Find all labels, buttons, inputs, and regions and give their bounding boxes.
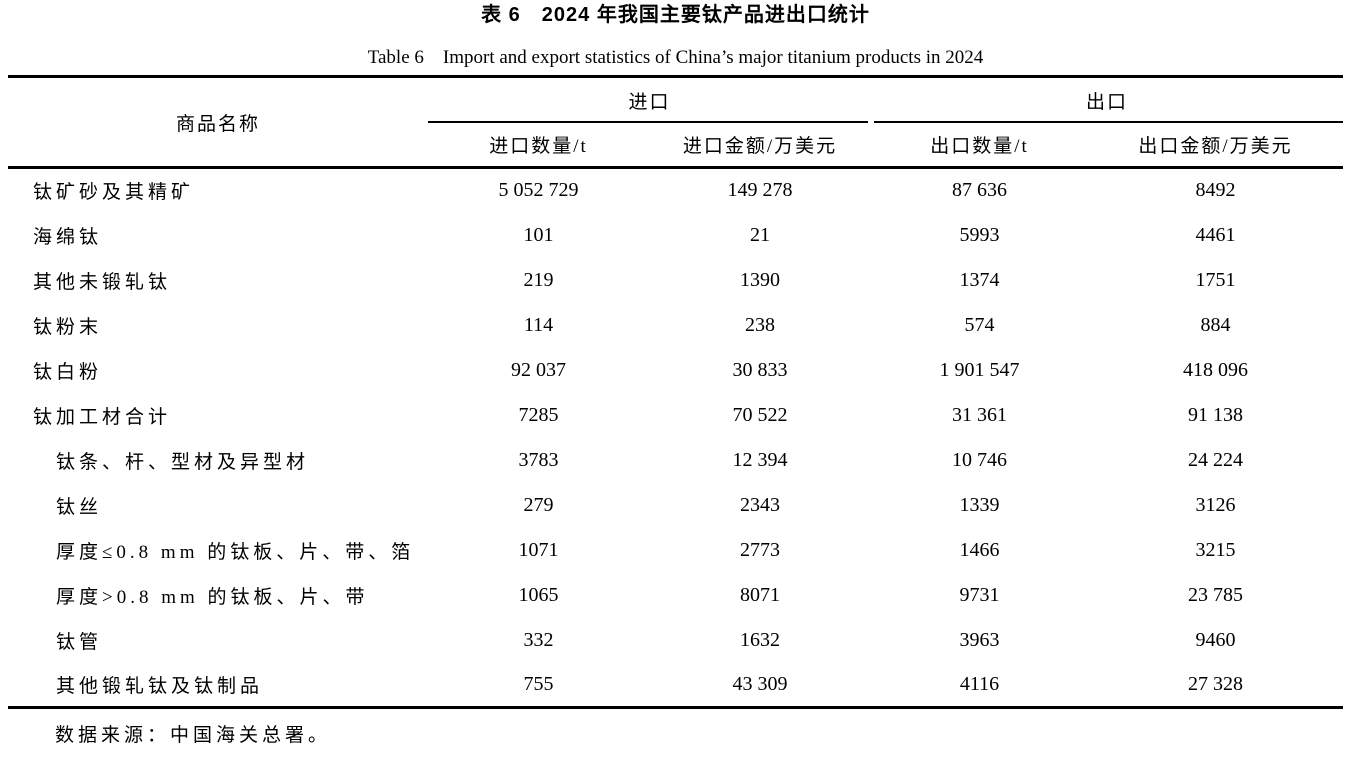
product-name-cell: 其他未锻轧钛	[33, 271, 172, 293]
product-name-cell: 其他锻轧钛及钛制品	[56, 675, 264, 697]
export-value-cell: 24 224	[1188, 448, 1244, 471]
table-row: 钛条、杆、型材及异型材 3783 12 394 10 746 24 224	[8, 438, 1343, 483]
header-group-export: 出口	[871, 77, 1344, 123]
table-row: 海绵钛 101 21 5993 4461	[8, 213, 1343, 258]
product-name-cell: 钛管	[56, 631, 103, 653]
import-value-cell: 70 522	[732, 403, 788, 426]
import-qty-cell: 1071	[518, 538, 559, 561]
export-qty-cell: 9731	[959, 583, 1000, 606]
product-name-cell: 钛白粉	[33, 361, 103, 383]
product-name-cell: 厚度>0.8 mm 的钛板、片、带	[56, 586, 369, 608]
table-row: 钛白粉 92 037 30 833 1 901 547 418 096	[8, 348, 1343, 393]
import-qty-cell: 755	[523, 672, 554, 695]
header-product-name: 商品名称	[8, 76, 428, 169]
export-qty-cell: 1466	[959, 538, 1000, 561]
import-qty-cell: 5 052 729	[498, 179, 579, 202]
import-export-table: 商品名称 进口 出口 进口数量/t 进口金额/万美元 出口数量/t 出口金额/万…	[8, 75, 1344, 709]
header-group-import-label: 进口	[628, 92, 671, 113]
import-qty-cell: 332	[523, 628, 554, 651]
import-group-rule	[428, 121, 869, 123]
product-name-cell: 海绵钛	[33, 226, 103, 248]
product-name-cell: 钛丝	[56, 496, 103, 518]
product-name-cell: 厚度≤0.8 mm 的钛板、片、带、箔	[56, 541, 415, 563]
import-qty-cell: 7285	[518, 403, 559, 426]
import-value-cell: 2773	[740, 538, 780, 561]
export-qty-cell: 1 901 547	[939, 358, 1020, 381]
export-value-cell: 3215	[1195, 538, 1236, 561]
product-name-cell: 钛粉末	[33, 316, 103, 338]
import-qty-cell: 219	[523, 268, 554, 291]
source-note: 数据来源：中国海关总署。	[55, 725, 332, 746]
import-qty-cell: 3783	[518, 448, 559, 471]
product-name-cell: 钛条、杆、型材及异型材	[56, 451, 310, 473]
import-value-cell: 1632	[740, 628, 780, 651]
table-row: 厚度>0.8 mm 的钛板、片、带 1065 8071 9731 23 785	[8, 573, 1343, 618]
export-value-cell: 8492	[1195, 179, 1236, 202]
header-export-value: 出口金额/万美元	[1088, 123, 1344, 169]
table-row: 钛丝 279 2343 1339 3126	[8, 483, 1343, 528]
export-value-cell: 27 328	[1188, 672, 1244, 695]
export-value-cell: 4461	[1195, 223, 1236, 246]
table-row: 钛粉末 114 238 574 884	[8, 303, 1343, 348]
header-group-row: 商品名称 进口 出口	[8, 76, 1344, 169]
product-name-cell: 钛加工材合计	[33, 406, 172, 428]
table-row: 其他锻轧钛及钛制品 755 43 309 4116 27 328	[8, 663, 1343, 708]
export-value-cell: 23 785	[1188, 583, 1244, 606]
product-name-cell: 钛矿砂及其精矿	[33, 182, 195, 204]
export-value-cell: 1751	[1195, 268, 1236, 291]
import-value-cell: 238	[745, 313, 775, 336]
import-value-cell: 43 309	[732, 672, 788, 695]
export-qty-cell: 3963	[959, 628, 1000, 651]
header-group-export-label: 出口	[1086, 92, 1129, 113]
table-row: 钛矿砂及其精矿 5 052 729 149 278 87 636 8492	[8, 168, 1343, 213]
export-qty-cell: 4116	[959, 672, 1000, 695]
export-value-cell: 884	[1200, 313, 1231, 336]
table-row: 钛管 332 1632 3963 9460	[8, 618, 1343, 663]
export-qty-cell: 1374	[959, 268, 1000, 291]
header-export-qty: 出口数量/t	[871, 123, 1089, 169]
export-qty-cell: 574	[964, 313, 995, 336]
table-title-zh: 表 6 2024 年我国主要钛产品进出口统计	[481, 4, 870, 26]
export-qty-cell: 87 636	[952, 179, 1008, 202]
import-value-cell: 12 394	[732, 448, 788, 471]
import-value-cell: 8071	[740, 583, 780, 606]
table-row: 厚度≤0.8 mm 的钛板、片、带、箔 1071 2773 1466 3215	[8, 528, 1343, 573]
export-qty-cell: 10 746	[952, 448, 1008, 471]
export-value-cell: 91 138	[1188, 403, 1244, 426]
import-value-cell: 30 833	[732, 358, 788, 381]
header-group-import: 进口	[428, 77, 871, 123]
table-title-en: Table 6 Import and export statistics of …	[367, 47, 984, 68]
table-header: 商品名称 进口 出口 进口数量/t 进口金额/万美元 出口数量/t 出口金额/万…	[8, 76, 1344, 169]
export-qty-cell: 1339	[959, 493, 1000, 516]
export-value-cell: 418 096	[1183, 358, 1249, 381]
import-qty-cell: 101	[523, 223, 554, 246]
export-value-cell: 3126	[1195, 493, 1236, 516]
export-value-cell: 9460	[1195, 628, 1236, 651]
import-qty-cell: 279	[523, 493, 554, 516]
header-sub-row: 进口数量/t 进口金额/万美元 出口数量/t 出口金额/万美元	[8, 123, 1344, 169]
import-value-cell: 1390	[740, 268, 780, 291]
import-value-cell: 149 278	[727, 179, 793, 202]
import-qty-cell: 1065	[518, 583, 559, 606]
table-row: 其他未锻轧钛 219 1390 1374 1751	[8, 258, 1343, 303]
export-qty-cell: 31 361	[952, 403, 1008, 426]
table-body: 钛矿砂及其精矿 5 052 729 149 278 87 636 8492 海绵…	[8, 168, 1343, 708]
table-row: 钛加工材合计 7285 70 522 31 361 91 138	[8, 393, 1343, 438]
import-qty-cell: 114	[523, 313, 554, 336]
import-qty-cell: 92 037	[511, 358, 566, 381]
header-import-value: 进口金额/万美元	[649, 123, 872, 169]
import-value-cell: 2343	[740, 493, 780, 516]
export-qty-cell: 5993	[959, 223, 1000, 246]
header-import-qty: 进口数量/t	[428, 123, 649, 169]
export-group-rule	[874, 121, 1344, 123]
import-value-cell: 21	[750, 223, 770, 246]
